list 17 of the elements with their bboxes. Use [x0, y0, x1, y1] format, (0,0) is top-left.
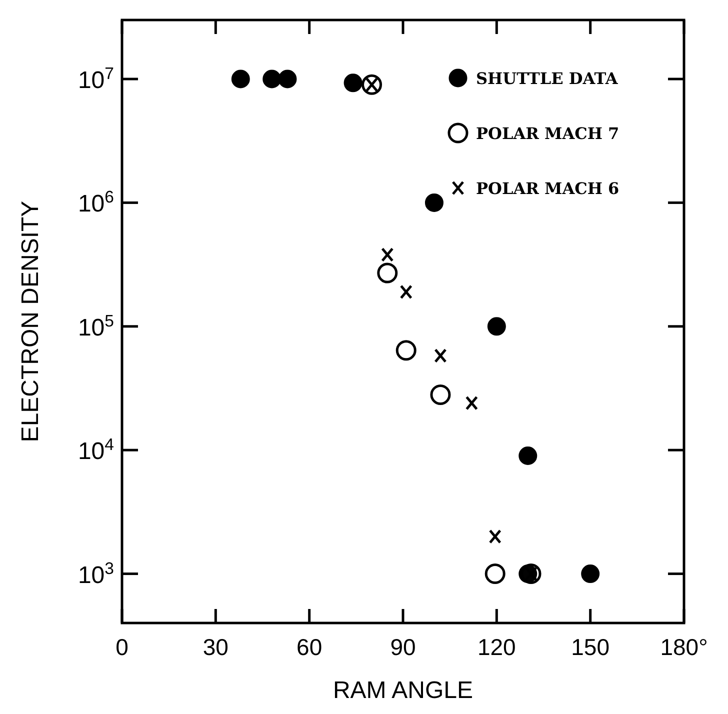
legend-label: POLAR MACH 7 [476, 124, 620, 143]
y-tick-label: 10$^{5}$ [78, 310, 114, 342]
y-axis-title: ELECTRON DENSITY [17, 200, 44, 442]
legend-label: POLAR MACH 6 [476, 179, 620, 198]
y-tick-label: 10$^{4}$ [78, 434, 114, 466]
y-tick-label: 10$^{7}$ [78, 64, 114, 94]
legend-label: SHUTTLE DATA [476, 69, 618, 88]
y-tick-label: 10$^{3}$ [78, 558, 114, 589]
x-tick-label: 0 [116, 634, 128, 660]
x-axis-title: RAM ANGLE [332, 677, 474, 704]
x-tick-label: 90 [390, 634, 416, 660]
x-tick-label: 30 [202, 634, 228, 660]
x-tick-label: 150 [571, 634, 610, 660]
x-tick-label: 180° [660, 634, 708, 660]
x-tick-label: 60 [296, 634, 322, 660]
y-tick-label: 10$^{6}$ [78, 187, 114, 218]
x-tick-label: 120 [477, 634, 516, 660]
